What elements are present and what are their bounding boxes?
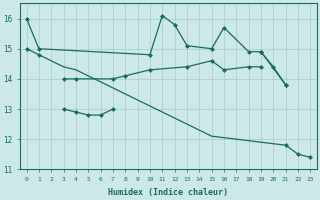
X-axis label: Humidex (Indice chaleur): Humidex (Indice chaleur) bbox=[108, 188, 228, 197]
